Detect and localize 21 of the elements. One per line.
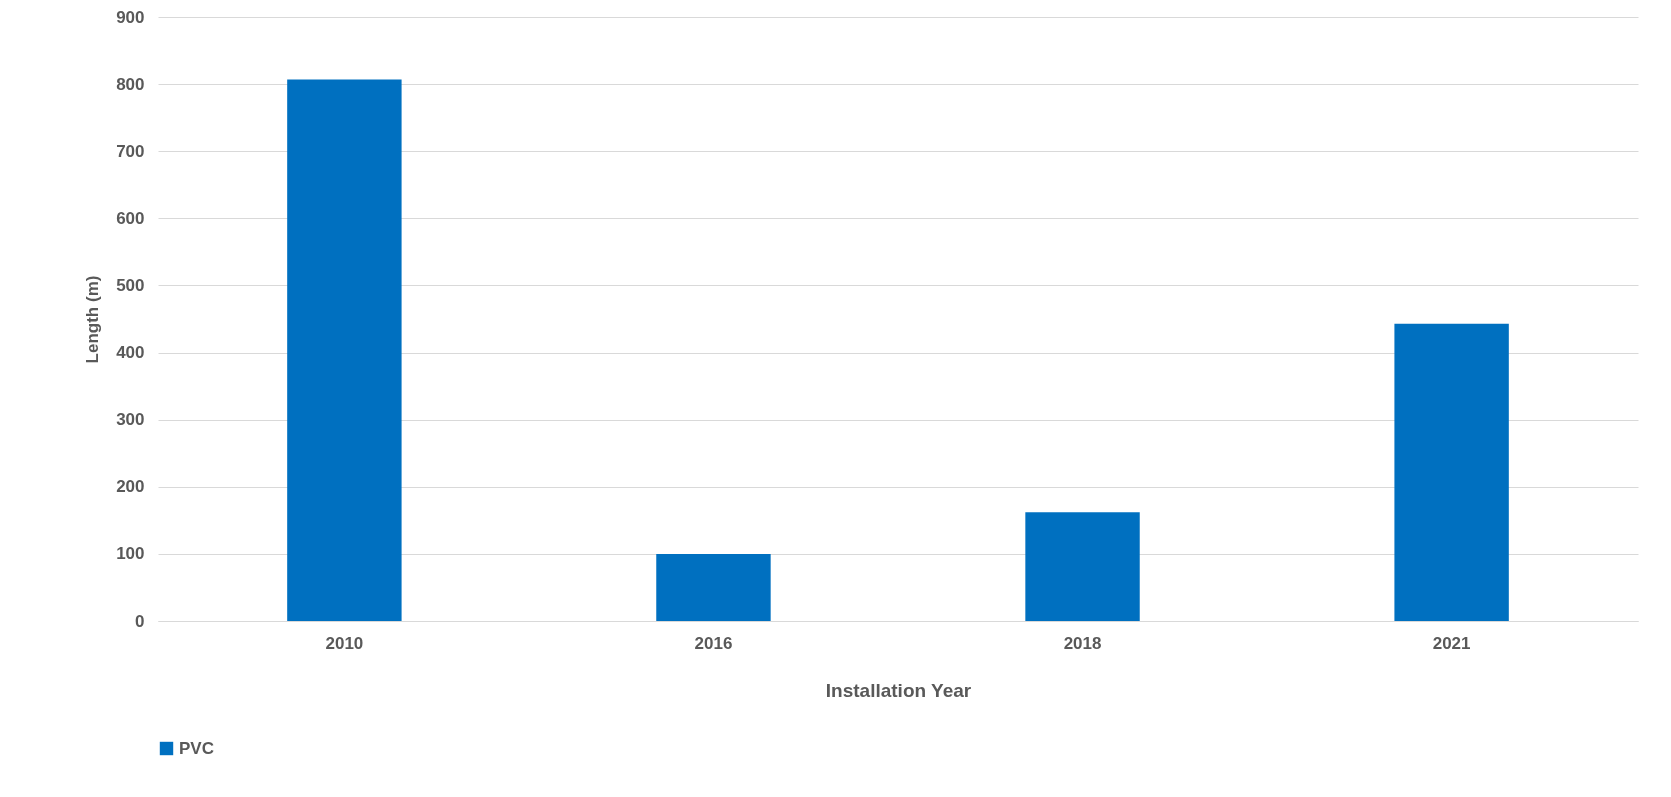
y-tick-label: 200 [116,477,145,497]
legend-label: PVC [179,738,214,758]
y-tick-label: 700 [116,141,145,161]
x-tick-label: 2021 [1432,633,1471,653]
y-tick-label: 0 [135,611,145,631]
bar [1025,512,1140,621]
x-tick-label: 2018 [1063,633,1102,653]
bar [656,553,771,621]
y-tick-label: 800 [116,74,145,94]
x-axis-title: Installation Year [825,679,972,701]
bar [287,79,402,621]
x-tick-label: 2016 [694,633,733,653]
y-tick-label: 900 [116,7,145,27]
bar [1394,323,1509,621]
x-tick-label: 2010 [325,633,364,653]
y-tick-label: 600 [116,208,145,228]
y-axis-title: Length (m) [83,275,103,364]
y-tick-label: 500 [116,275,145,295]
y-tick-label: 100 [116,544,145,564]
y-tick-label: 300 [116,410,145,430]
y-tick-label: 400 [116,343,145,363]
